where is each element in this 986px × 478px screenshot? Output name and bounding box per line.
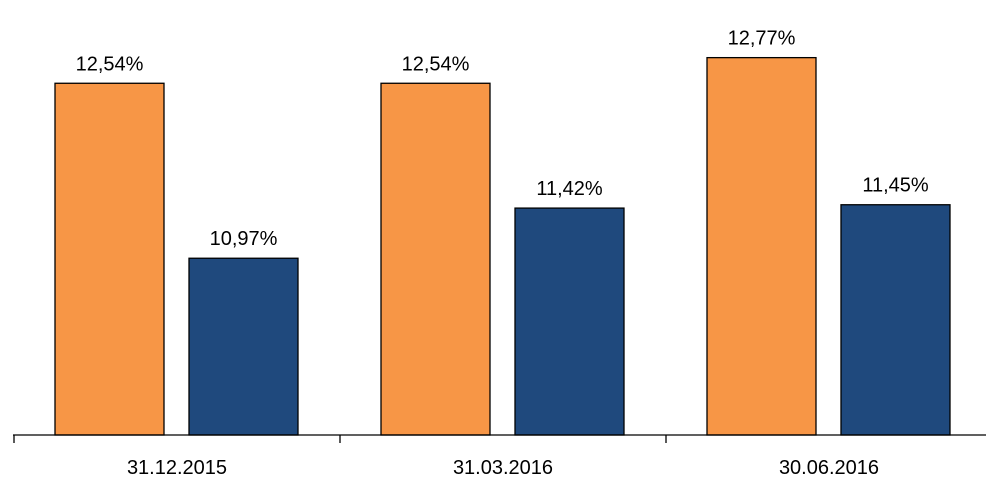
data-labels-layer: 12,54% 10,97% 12,54% 11,42% 12,77% 11,45% (76, 28, 929, 251)
x-tick-label-1: 31.12.2015 (127, 457, 227, 478)
x-axis: 31.12.2015 31.03.2016 30.06.2016 (13, 434, 986, 478)
data-label-series1-3: 12,77% (728, 28, 796, 50)
bars-layer (54, 56, 951, 436)
data-label-series2-2: 11,42% (536, 178, 603, 200)
x-tick-label-2: 31.03.2016 (453, 457, 553, 478)
data-label-series2-3: 11,45% (862, 175, 929, 197)
bar-series2-2 (514, 207, 625, 436)
bar-series2-1 (188, 257, 299, 436)
x-tick-label-3: 30.06.2016 (779, 457, 879, 478)
data-label-series1-1: 12,54% (76, 53, 144, 75)
bar-series1-3 (706, 56, 817, 436)
bar-series1-1 (54, 82, 165, 436)
bar-series2-3 (840, 204, 951, 436)
data-label-series1-2: 12,54% (402, 53, 470, 75)
bar-series1-2 (380, 82, 491, 436)
data-label-series2-1: 10,97% (210, 228, 278, 250)
